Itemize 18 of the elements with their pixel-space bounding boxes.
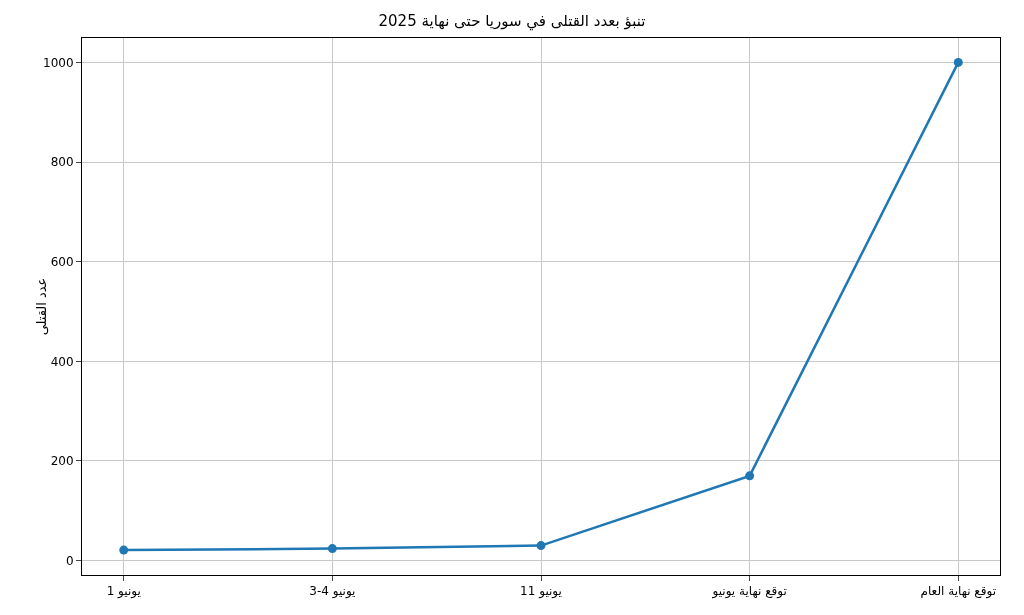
y-tick-label: 1000 (43, 55, 74, 70)
y-tick-label: 600 (50, 254, 74, 269)
point (327, 544, 337, 554)
x-tick-label: توقع نهاية يونيو (711, 584, 787, 600)
chart-title: تنبؤ بعدد القتلى في سوريا حتى نهاية 2025 (378, 11, 646, 31)
x-tick-label: 1 يونيو (106, 584, 141, 600)
y-tick-label: 200 (50, 454, 74, 469)
y-tick-label: 0 (65, 553, 74, 568)
x-tick-label: توقع نهاية العام (920, 584, 996, 600)
x-tick-label: 11 يونيو (520, 584, 562, 600)
y-tick-label: 400 (50, 354, 74, 369)
x-tick-label: 3-4 يونيو (309, 584, 356, 600)
point (119, 545, 129, 555)
point (536, 541, 546, 551)
point (745, 471, 755, 481)
y-axis-title: عدد القتلى (34, 277, 49, 336)
y-tick-label: 800 (50, 155, 74, 170)
point (953, 57, 963, 67)
